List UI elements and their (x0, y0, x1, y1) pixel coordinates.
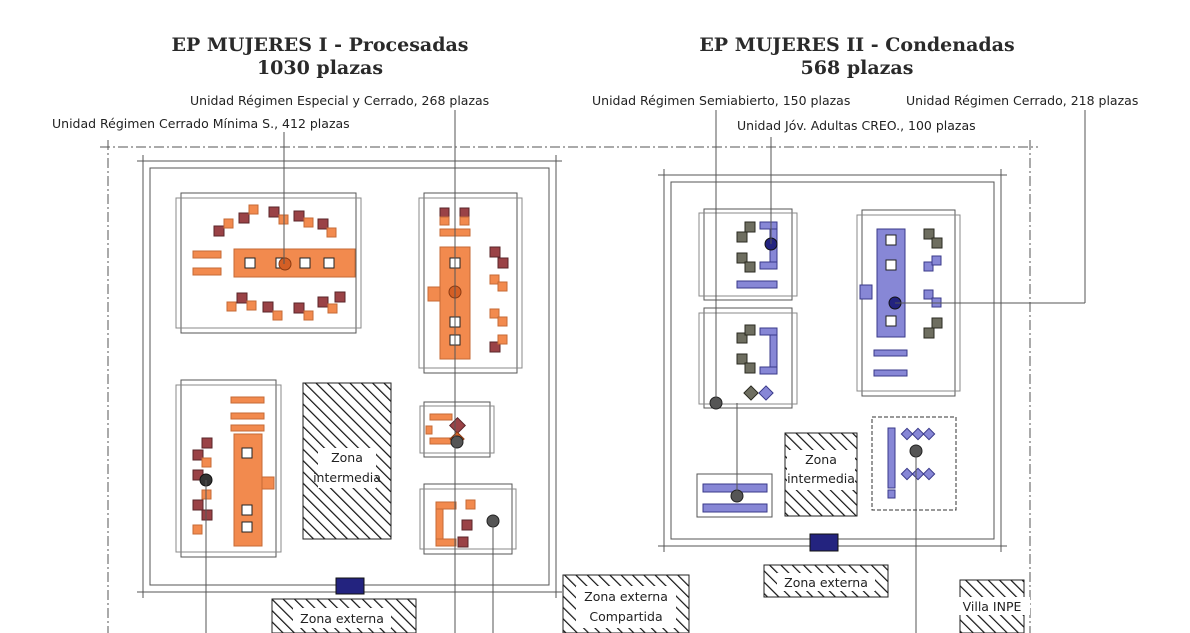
right-title-line2: 568 plazas (801, 57, 914, 79)
zona-externa-left: Zona externa (271, 598, 417, 633)
unidad-semiabierto-upper (698, 208, 798, 301)
site-boundary (100, 140, 1038, 633)
label-unidad-especial-cerrado: Unidad Régimen Especial y Cerrado, 268 p… (190, 93, 489, 108)
unidad-creo-block (871, 416, 957, 511)
label-unidad-semiabierto: Unidad Régimen Semiabierto, 150 plazas (592, 93, 850, 108)
unidad-lower-left-block (175, 379, 282, 558)
unidad-small-e-block (419, 483, 517, 555)
zona-intermedia-right-text1: Zona (805, 452, 837, 467)
zona-externa-compartida-text1: Zona externa (584, 589, 668, 604)
unidad-semiabierto-lower (698, 307, 798, 410)
label-unidad-cerrado: Unidad Régimen Cerrado, 218 plazas (906, 93, 1138, 108)
zona-intermedia-left: Zona intermedia (302, 382, 392, 540)
label-unidad-cerrado-minima: Unidad Régimen Cerrado Mínima S., 412 pl… (52, 116, 350, 131)
zona-intermedia-right: Zona intermedia (784, 432, 858, 517)
unidad-small-d-block (419, 401, 495, 458)
villa-inpe: Villa INPE (954, 579, 1030, 633)
unidad-cerrado-minima-block (175, 192, 362, 334)
zona-externa-left-text: Zona externa (300, 611, 384, 626)
villa-inpe-text: Villa INPE (963, 599, 1022, 614)
zona-externa-compartida-text2: Compartida (589, 609, 662, 624)
gate-right (809, 533, 839, 552)
zona-intermedia-right-text2: intermedia (787, 471, 855, 486)
leader-lines (205, 110, 1086, 633)
label-unidad-creo: Unidad Jóv. Adultas CREO., 100 plazas (737, 118, 976, 133)
zona-externa-right-text: Zona externa (784, 575, 868, 590)
unidad-especial-cerrado-block (418, 192, 523, 374)
left-title-line2: 1030 plazas (257, 57, 383, 79)
zona-externa-right: Zona externa (763, 564, 889, 598)
unidad-right-bottom-left (696, 473, 773, 518)
unidad-cerrado-right (856, 209, 961, 397)
right-title-line1: EP MUJERES II - Condenadas (699, 34, 1014, 56)
zona-externa-compartida: Zona externa Compartida (562, 574, 690, 633)
zona-intermedia-left-text2: intermedia (313, 470, 381, 485)
left-title-line1: EP MUJERES I - Procesadas (172, 34, 469, 56)
gate-left (335, 577, 365, 595)
zona-intermedia-left-text1: Zona (331, 450, 363, 465)
